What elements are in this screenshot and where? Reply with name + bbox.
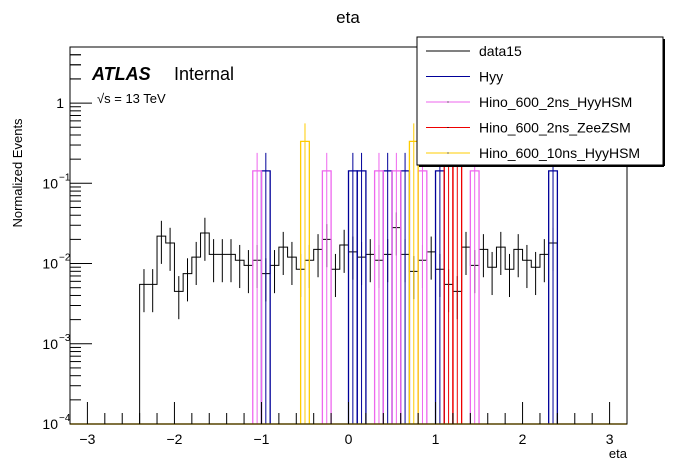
legend-label: data15 bbox=[479, 43, 522, 59]
y-tick-exponent: −3 bbox=[59, 333, 71, 344]
series-Hino_600_10ns_HyyHSM bbox=[299, 123, 419, 424]
internal-label: Internal bbox=[174, 64, 234, 84]
y-tick-label: 10 bbox=[42, 336, 58, 352]
x-tick-label: −2 bbox=[166, 431, 182, 447]
legend: data15 Hyy Hino_600_2ns_HyyHSM Hino_600_2ns… bbox=[416, 36, 665, 167]
x-tick-label: −1 bbox=[253, 431, 269, 447]
y-tick-label: 10 bbox=[42, 416, 58, 432]
legend-label: Hyy bbox=[479, 69, 503, 85]
y-tick-exponent: −1 bbox=[59, 172, 71, 183]
x-tick-label: 3 bbox=[606, 431, 614, 447]
legend-label: Hino_600_2ns_HyyHSM bbox=[479, 94, 632, 110]
x-axis: −3 −2 −1 0 1 2 3 bbox=[69, 402, 628, 447]
y-tick-label: 1 bbox=[56, 95, 64, 111]
chart-title: eta bbox=[336, 8, 360, 27]
y-tick-label: 10 bbox=[42, 256, 58, 272]
legend-box bbox=[416, 36, 664, 166]
x-tick-label: −3 bbox=[79, 431, 95, 447]
y-axis: 10 −410 −310 −210 −11 bbox=[42, 46, 92, 432]
y-tick-exponent: −2 bbox=[59, 253, 71, 264]
x-tick-label: 1 bbox=[432, 431, 440, 447]
x-axis-label: eta bbox=[609, 446, 628, 461]
x-tick-label: 2 bbox=[519, 431, 527, 447]
y-tick-exponent: −4 bbox=[59, 413, 71, 424]
x-tick-label: 0 bbox=[345, 431, 353, 447]
legend-label: Hino_600_2ns_ZeeZSM bbox=[479, 120, 631, 136]
y-axis-label: Normalized Events bbox=[10, 118, 25, 228]
atlas-label: ATLAS bbox=[91, 64, 151, 84]
y-tick-label: 10 bbox=[42, 175, 58, 191]
energy-label: √s = 13 TeV bbox=[97, 91, 166, 106]
legend-label: Hino_600_10ns_HyyHSM bbox=[479, 145, 640, 161]
